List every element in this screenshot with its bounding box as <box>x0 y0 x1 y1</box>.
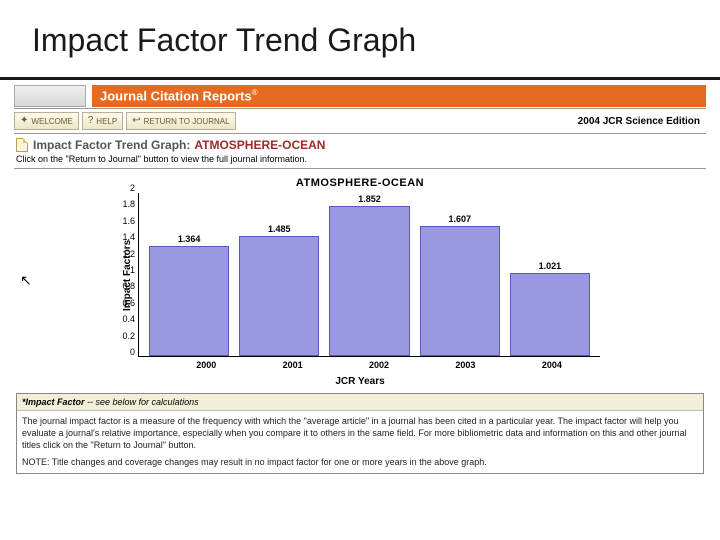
page-heading: Impact Factor Trend Graph: ATMOSPHERE-OC… <box>14 134 706 154</box>
x-axis-label: JCR Years <box>120 376 600 387</box>
return-to-journal-button[interactable]: ↩ RETURN TO JOURNAL <box>126 112 235 130</box>
info-header-rest: -- see below for calculations <box>85 397 199 407</box>
instruction-text: Click on the "Return to Journal" button … <box>14 154 706 169</box>
help-icon: ? <box>88 116 94 126</box>
bar-value-label: 1.364 <box>178 234 201 244</box>
welcome-icon: ✦ <box>20 116 28 126</box>
bar-column: 1.021 <box>510 273 590 356</box>
isi-brand-logo <box>14 85 86 107</box>
x-tick: 2003 <box>427 357 503 370</box>
bar <box>329 206 409 356</box>
bar-value-label: 1.607 <box>448 214 471 224</box>
info-header: *Impact Factor -- see below for calculat… <box>17 394 703 411</box>
chart-title: ATMOSPHERE-OCEAN <box>120 177 600 189</box>
slide-title: Impact Factor Trend Graph <box>0 0 720 80</box>
return-label: RETURN TO JOURNAL <box>144 117 230 126</box>
welcome-label: WELCOME <box>31 117 72 126</box>
bar-column: 1.607 <box>420 226 500 356</box>
toolbar: ✦ WELCOME ? HELP ↩ RETURN TO JOURNAL 200… <box>14 108 706 134</box>
product-banner: Journal Citation Reports® <box>14 84 706 108</box>
bar <box>239 236 319 356</box>
heading-label: Impact Factor Trend Graph: <box>33 138 190 152</box>
help-button[interactable]: ? HELP <box>82 112 123 130</box>
heading-journal: ATMOSPHERE-OCEAN <box>194 138 325 152</box>
bar-column: 1.364 <box>149 246 229 356</box>
x-tick: 2001 <box>254 357 330 370</box>
cursor-icon: ↖ <box>20 272 32 289</box>
bar <box>510 273 590 356</box>
x-axis: 2000 2001 2002 2003 2004 <box>158 357 600 370</box>
bar <box>420 226 500 356</box>
welcome-button[interactable]: ✦ WELCOME <box>14 112 79 130</box>
info-header-bold: *Impact Factor <box>22 397 85 407</box>
screenshot-region: Journal Citation Reports® ✦ WELCOME ? HE… <box>0 84 720 474</box>
chart: ATMOSPHERE-OCEAN Impact Factors 21.81.61… <box>120 177 600 387</box>
document-icon <box>16 138 28 152</box>
info-panel: *Impact Factor -- see below for calculat… <box>16 393 704 474</box>
bar-value-label: 1.852 <box>358 194 381 204</box>
x-tick: 2004 <box>514 357 590 370</box>
product-name: Journal Citation Reports <box>100 89 252 104</box>
bar-value-label: 1.485 <box>268 224 291 234</box>
x-tick: 2002 <box>341 357 417 370</box>
product-title: Journal Citation Reports® <box>92 85 706 106</box>
x-tick: 2000 <box>168 357 244 370</box>
edition-label: 2004 JCR Science Edition <box>578 116 706 127</box>
bar <box>149 246 229 356</box>
bar-column: 1.485 <box>239 236 319 356</box>
registered-mark: ® <box>252 88 258 97</box>
info-text: The journal impact factor is a measure o… <box>22 415 698 451</box>
bar-column: 1.852 <box>329 206 409 356</box>
plot-area: 1.3641.4851.8521.6071.021 <box>139 193 600 357</box>
info-body: The journal impact factor is a measure o… <box>17 411 703 473</box>
help-label: HELP <box>96 117 117 126</box>
bar-value-label: 1.021 <box>539 261 562 271</box>
info-note: NOTE: Title changes and coverage changes… <box>22 456 698 468</box>
return-icon: ↩ <box>132 116 140 126</box>
